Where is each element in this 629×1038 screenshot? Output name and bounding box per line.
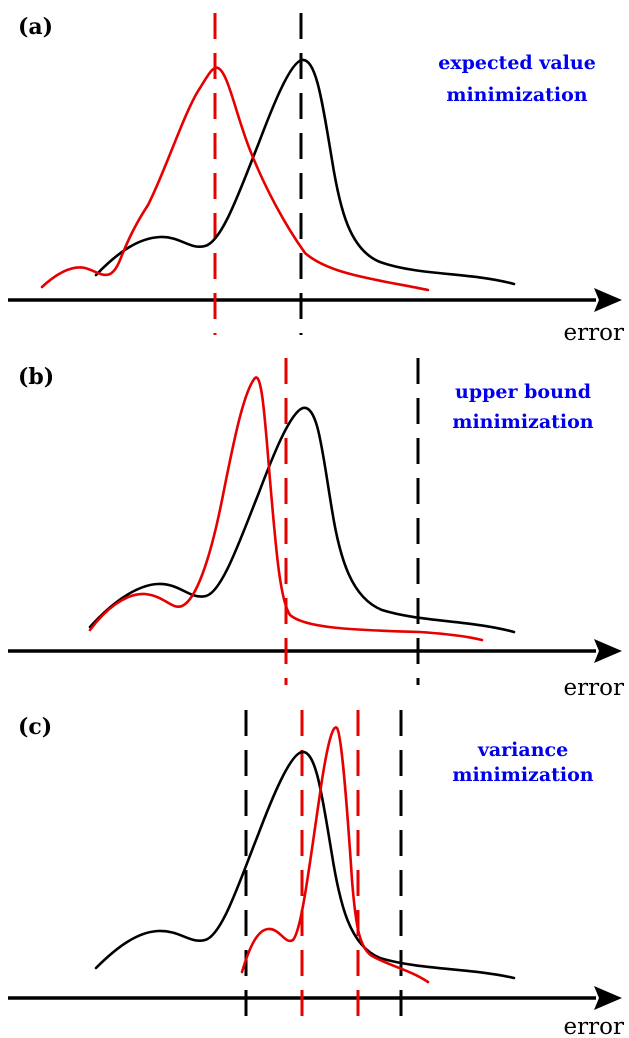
panel-a-caption-line-1: expected value [438,52,596,74]
panel-a-label: (a) [18,14,53,40]
panel-b-axis-label: error [564,675,624,701]
panel-c-caption-line-1: variance [477,739,568,761]
panel-c-label: (c) [18,714,52,740]
panel-c: (c) variance minimization error [8,710,624,1038]
panel-c-caption-line-2: minimization [452,764,593,786]
panel-b-red-curve [88,376,484,642]
panel-c-black-curve [94,750,516,980]
panel-c-axis-arrowhead [594,986,622,1010]
panel-b-caption-line-2: minimization [452,411,593,433]
panel-a-axis-label: error [564,320,624,346]
panel-b-caption-line-1: upper bound [455,381,591,403]
panel-b-label: (b) [18,364,54,390]
panel-b: (b) upper bound minimization error [8,358,624,701]
panel-c-red-curve [240,726,430,984]
panel-a-caption-line-2: minimization [446,84,587,106]
panel-a-axis-arrowhead [594,288,622,312]
panel-b-axis-arrowhead [594,639,622,663]
panel-c-axis-label: error [564,1014,624,1038]
panel-a-black-curve [94,58,516,286]
panel-a: (a) expected value minimization error [8,13,624,346]
panel-a-red-curve [40,66,430,292]
panel-b-black-curve [88,406,516,634]
